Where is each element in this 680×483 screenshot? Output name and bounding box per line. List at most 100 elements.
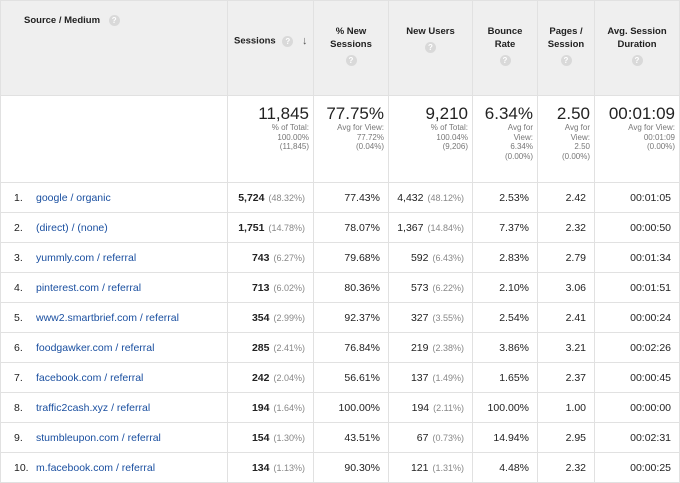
- sessions-value: 285: [251, 341, 270, 354]
- help-icon[interactable]: ?: [282, 35, 294, 47]
- source-medium-link[interactable]: traffic2cash.xyz / referral: [36, 401, 151, 414]
- sessions-percent: (2.99%): [273, 312, 305, 323]
- new-users-value: 121: [410, 461, 429, 474]
- help-icon[interactable]: ?: [499, 54, 511, 66]
- new-users-cell: 573 (6.22%): [388, 272, 473, 303]
- new-sessions-cell: 90.30%: [313, 452, 389, 483]
- source-medium-link[interactable]: google / organic: [36, 191, 111, 204]
- total-subtext: 6.34%: [510, 142, 533, 151]
- new-users-cell: 67 (0.73%): [388, 422, 473, 453]
- total-subtext: 00:01:09: [643, 132, 675, 142]
- pages-per-session-cell: 2.42: [537, 182, 595, 213]
- new-sessions-label-line1: % New: [335, 26, 367, 37]
- column-header-avg-session-duration[interactable]: Avg. Session Duration ?: [594, 0, 680, 96]
- table-row: 10. m.facebook.com / referral 134 (1.13%) 90…: [0, 452, 680, 483]
- new-users-value: 219: [410, 341, 429, 354]
- source-medium-link[interactable]: www2.smartbrief.com / referral: [36, 311, 179, 324]
- source-medium-cell: 9. stumbleupon.com / referral: [0, 422, 228, 453]
- avg-session-duration-cell: 00:00:24: [594, 302, 680, 333]
- source-medium-cell: 6. foodgawker.com / referral: [0, 332, 228, 363]
- column-header-sessions[interactable]: Sessions ? ↓: [227, 0, 314, 96]
- new-users-percent: (2.38%): [432, 342, 464, 353]
- bounce-rate-cell: 1.65%: [472, 362, 538, 393]
- new-sessions-cell: 79.68%: [313, 242, 389, 273]
- pages-per-session-cell: 3.21: [537, 332, 595, 363]
- new-sessions-cell: 56.61%: [313, 362, 389, 393]
- source-medium-cell: 8. traffic2cash.xyz / referral: [0, 392, 228, 423]
- help-icon[interactable]: ?: [345, 54, 357, 66]
- help-icon[interactable]: ?: [108, 15, 120, 26]
- row-index: 5.: [14, 311, 23, 324]
- source-medium-cell: 5. www2.smartbrief.com / referral: [0, 302, 228, 333]
- new-users-percent: (6.43%): [432, 252, 464, 263]
- bounce-rate-cell: 2.10%: [472, 272, 538, 303]
- sessions-value: 1,751: [238, 221, 265, 234]
- sessions-cell: 134 (1.13%): [227, 452, 314, 483]
- avg-session-duration-cell: 00:02:26: [594, 332, 680, 363]
- source-medium-link[interactable]: stumbleupon.com / referral: [36, 431, 161, 444]
- total-value: 77.75%: [326, 104, 384, 123]
- new-sessions-cell: 43.51%: [313, 422, 389, 453]
- bounce-label-line2: Rate: [494, 39, 516, 50]
- new-users-cell: 194 (2.11%): [388, 392, 473, 423]
- bounce-rate-cell: 100.00%: [472, 392, 538, 423]
- sessions-cell: 1,751 (14.78%): [227, 212, 314, 243]
- new-users-value: 592: [410, 251, 429, 264]
- new-users-cell: 219 (2.38%): [388, 332, 473, 363]
- help-icon[interactable]: ?: [560, 54, 572, 66]
- duration-label-line1: Avg. Session: [607, 26, 667, 37]
- sessions-cell: 242 (2.04%): [227, 362, 314, 393]
- new-users-cell: 327 (3.55%): [388, 302, 473, 333]
- new-users-cell: 137 (1.49%): [388, 362, 473, 393]
- row-index: 3.: [14, 251, 23, 264]
- avg-session-duration-cell: 00:01:51: [594, 272, 680, 303]
- help-icon[interactable]: ?: [631, 54, 643, 66]
- column-header-new-sessions[interactable]: % New Sessions ?: [313, 0, 389, 96]
- total-value: 00:01:09: [608, 104, 675, 123]
- sessions-value: 242: [251, 371, 270, 384]
- table-row: 5. www2.smartbrief.com / referral 354 (2.99…: [0, 302, 680, 333]
- source-medium-cell: 10. m.facebook.com / referral: [0, 452, 228, 483]
- sessions-label: Sessions: [234, 35, 276, 47]
- pages-per-session-cell: 2.32: [537, 212, 595, 243]
- sessions-percent: (48.32%): [268, 192, 305, 203]
- source-medium-link[interactable]: pinterest.com / referral: [36, 281, 142, 294]
- pages-per-session-cell: 3.06: [537, 272, 595, 303]
- table-row: 8. traffic2cash.xyz / referral 194 (1.64%) 1…: [0, 392, 680, 423]
- help-icon[interactable]: ?: [425, 41, 436, 53]
- column-header-source-medium[interactable]: Source / Medium ?: [0, 0, 228, 96]
- sessions-value: 713: [251, 281, 270, 294]
- source-medium-link[interactable]: (direct) / (none): [36, 221, 108, 234]
- header-row: Source / Medium ? Sessions ? ↓ % New Ses…: [0, 0, 680, 96]
- pages-per-session-cell: 2.32: [537, 452, 595, 483]
- new-sessions-cell: 77.43%: [313, 182, 389, 213]
- new-users-cell: 121 (1.31%): [388, 452, 473, 483]
- new-sessions-cell: 80.36%: [313, 272, 389, 303]
- source-medium-link[interactable]: foodgawker.com / referral: [36, 341, 155, 354]
- sessions-percent: (6.02%): [273, 282, 305, 293]
- new-users-percent: (1.49%): [432, 372, 464, 383]
- source-medium-link[interactable]: facebook.com / referral: [36, 371, 144, 384]
- column-header-new-users[interactable]: New Users ?: [388, 0, 473, 96]
- new-users-value: 1,367: [397, 221, 424, 234]
- sessions-value: 743: [251, 251, 270, 264]
- bounce-rate-cell: 2.83%: [472, 242, 538, 273]
- avg-session-duration-cell: 00:00:50: [594, 212, 680, 243]
- pages-per-session-cell: 2.37: [537, 362, 595, 393]
- row-index: 8.: [14, 401, 23, 414]
- sessions-value: 154: [251, 431, 270, 444]
- row-index: 9.: [14, 431, 23, 444]
- sort-descending-icon[interactable]: ↓: [302, 35, 308, 47]
- column-header-pages-per-session[interactable]: Pages / Session ?: [537, 0, 595, 96]
- source-medium-cell: 7. facebook.com / referral: [0, 362, 228, 393]
- new-users-value: 67: [416, 431, 429, 444]
- pages-per-session-cell: 2.41: [537, 302, 595, 333]
- totals-avg-session-duration: 00:01:09 Avg for View: 00:01:09 (0.00%): [594, 95, 680, 183]
- total-subtext: (11,845): [279, 142, 309, 151]
- source-medium-link[interactable]: yummly.com / referral: [36, 251, 137, 264]
- source-medium-link[interactable]: m.facebook.com / referral: [36, 461, 156, 474]
- total-subtext: % of Total:: [430, 123, 468, 132]
- column-header-bounce-rate[interactable]: Bounce Rate ?: [472, 0, 538, 96]
- total-subtext: (9,206): [442, 142, 468, 151]
- new-users-cell: 4,432 (48.12%): [388, 182, 473, 213]
